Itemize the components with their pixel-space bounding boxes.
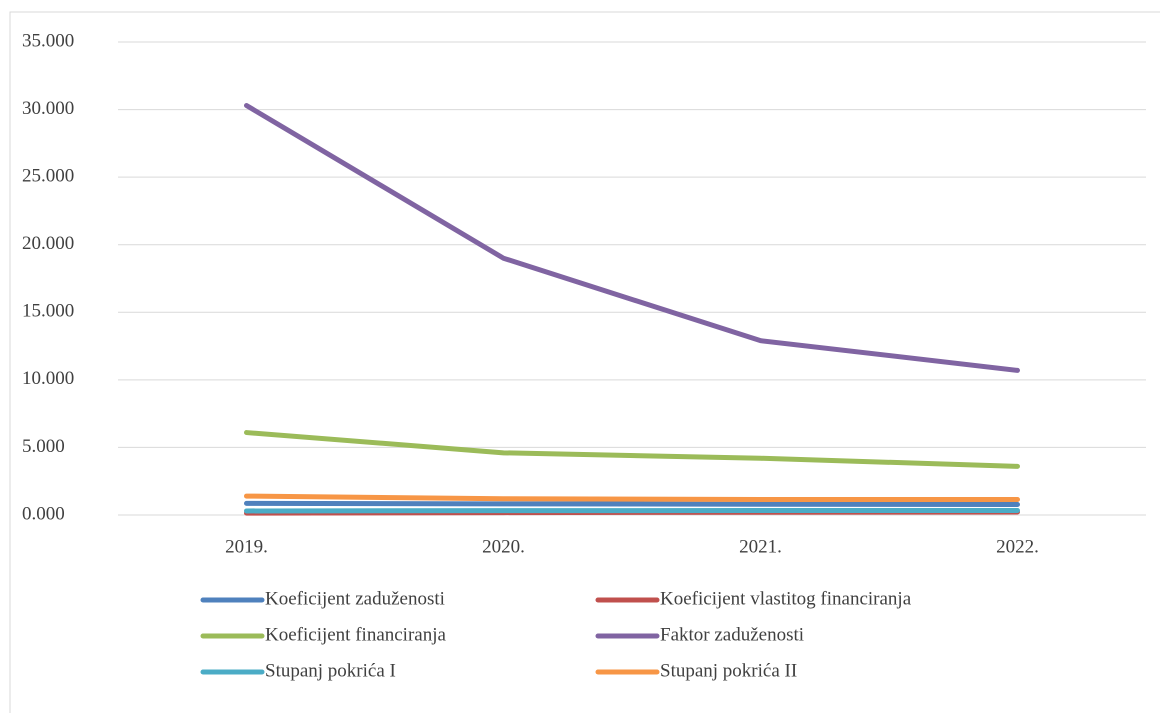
y-tick-label: 35.000 bbox=[22, 30, 74, 51]
y-tick-label: 5.000 bbox=[22, 436, 65, 457]
x-tick-label: 2019. bbox=[225, 536, 268, 557]
legend-label: Koeficijent financiranja bbox=[265, 624, 447, 645]
y-tick-label: 30.000 bbox=[22, 98, 74, 119]
x-tick-label: 2020. bbox=[482, 536, 525, 557]
x-tick-label: 2022. bbox=[996, 536, 1039, 557]
series-line bbox=[244, 430, 1020, 469]
x-tick-label: 2021. bbox=[739, 536, 782, 557]
legend-label: Stupanj pokrića I bbox=[265, 660, 396, 681]
legend-label: Stupanj pokrića II bbox=[660, 660, 797, 681]
y-tick-label: 15.000 bbox=[22, 301, 74, 322]
y-tick-label: 0.000 bbox=[22, 503, 65, 524]
y-tick-label: 10.000 bbox=[22, 368, 74, 389]
legend-label: Faktor zaduženosti bbox=[660, 624, 804, 645]
chart-frame bbox=[9, 11, 1160, 713]
series-line bbox=[244, 493, 1020, 502]
legend-label: Koeficijent zaduženosti bbox=[265, 588, 445, 609]
y-tick-label: 25.000 bbox=[22, 166, 74, 187]
series-line bbox=[244, 103, 1020, 373]
legend-label: Koeficijent vlastitog financiranja bbox=[660, 588, 912, 609]
series-line bbox=[244, 500, 1020, 507]
y-tick-label: 20.000 bbox=[22, 233, 74, 254]
